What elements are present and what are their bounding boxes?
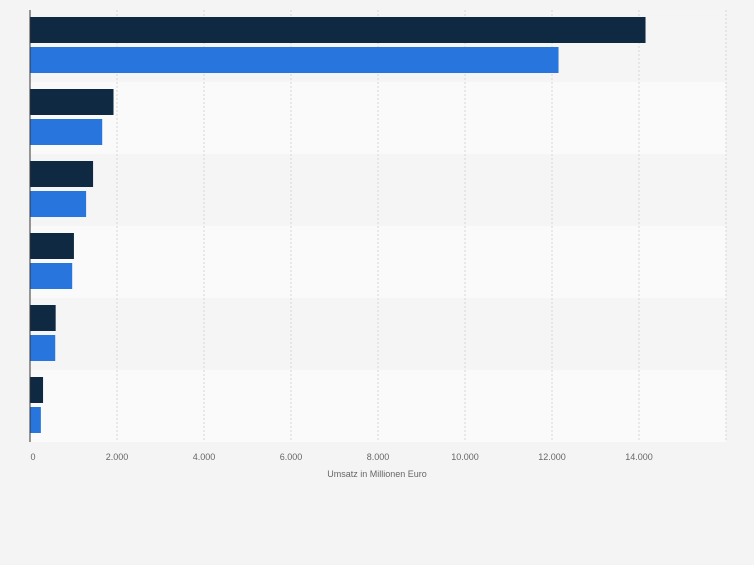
bar-series-1-category-4[interactable] [30, 335, 56, 361]
bars [30, 17, 646, 433]
bar-series-1-category-2[interactable] [30, 191, 87, 217]
bar-series-0-category-4[interactable] [30, 305, 56, 331]
x-tick-label-4: 8.000 [367, 452, 390, 462]
bar-series-1-category-1[interactable] [30, 119, 103, 145]
bar-series-1-category-5[interactable] [30, 407, 41, 433]
bar-series-0-category-0[interactable] [30, 17, 646, 43]
x-tick-label-2: 4.000 [193, 452, 216, 462]
x-tick-label-1: 2.000 [106, 452, 129, 462]
x-axis-title: Umsatz in Millionen Euro [327, 469, 427, 479]
x-tick-label-3: 6.000 [280, 452, 303, 462]
bar-series-1-category-3[interactable] [30, 263, 73, 289]
x-axis-tick-labels: 0 2.000 4.000 6.000 8.000 10.000 12.000 14.000 [30, 452, 652, 462]
bar-series-1-category-0[interactable] [30, 47, 559, 73]
gridlines [116, 10, 727, 442]
bar-series-0-category-3[interactable] [30, 233, 74, 259]
bar-series-0-category-2[interactable] [30, 161, 94, 187]
x-tick-label-0: 0 [30, 452, 35, 462]
x-tick-label-6: 12.000 [538, 452, 566, 462]
x-tick-label-7: 14.000 [625, 452, 653, 462]
x-tick-label-5: 10.000 [451, 452, 479, 462]
bar-series-0-category-1[interactable] [30, 89, 114, 115]
bar-series-0-category-5[interactable] [30, 377, 44, 403]
